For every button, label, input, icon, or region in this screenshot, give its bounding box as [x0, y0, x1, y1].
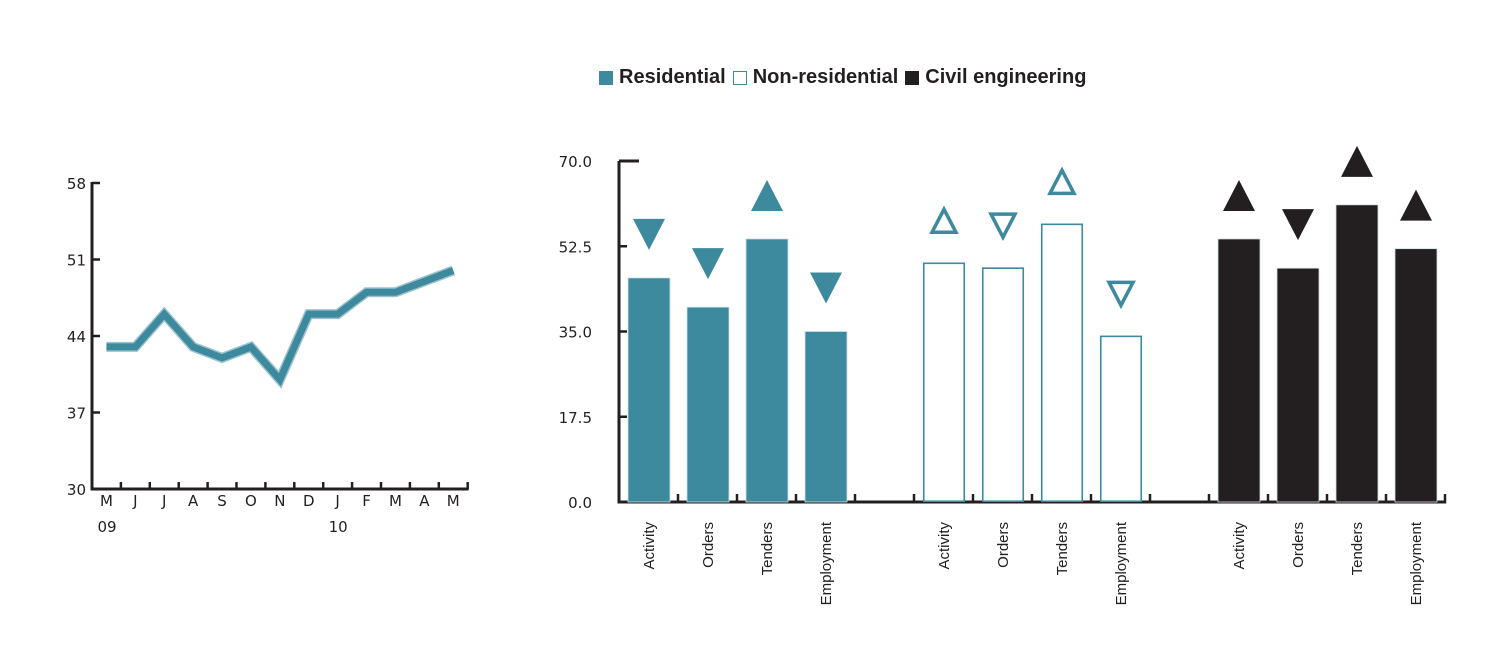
- legend-swatch: [732, 70, 747, 85]
- x-tick-label: M: [447, 492, 460, 510]
- bar: [1217, 238, 1261, 503]
- legend-swatch: [599, 70, 613, 85]
- bar: [686, 306, 730, 503]
- legend-swatch: [905, 70, 920, 85]
- legend-label: Civil engineering: [925, 66, 1087, 88]
- bar: [1335, 204, 1379, 503]
- x-tick-label: J: [161, 492, 166, 510]
- x-tick-label: F: [362, 492, 371, 510]
- trend-down-icon: [1106, 280, 1136, 310]
- category-label: Activity: [936, 522, 953, 570]
- legend: Residential Non-residential Civil engineer…: [599, 66, 1093, 89]
- legend-item-residential: Residential: [599, 66, 726, 89]
- trend-down-icon: [1282, 209, 1314, 241]
- y-tick-label: 70.0: [559, 153, 592, 171]
- category-label: Employment: [1408, 521, 1425, 605]
- y-tick-label: 37: [67, 405, 86, 423]
- bar: [745, 238, 789, 503]
- year-label: 09: [97, 518, 116, 536]
- y-tick-label: 58: [67, 175, 86, 193]
- x-tick-label: J: [132, 492, 137, 510]
- y-tick-label: 44: [67, 328, 86, 346]
- x-tick-label: J: [334, 492, 339, 510]
- x-tick-label: O: [245, 492, 257, 510]
- y-tick-label: 52.5: [559, 238, 592, 256]
- bar: [627, 277, 671, 503]
- y-tick-label: 17.5: [559, 409, 592, 427]
- x-tick-label: M: [389, 492, 402, 510]
- trend-up-icon: [751, 179, 783, 211]
- bar: [804, 331, 848, 503]
- category-label: Tenders: [759, 522, 776, 575]
- legend-label: Residential: [619, 66, 726, 88]
- legend-item-non-residential: Non-residential: [732, 66, 899, 89]
- trend-down-icon: [633, 218, 665, 250]
- category-label: Employment: [818, 521, 835, 605]
- trend-down-icon: [692, 248, 724, 280]
- trend-up-icon: [1400, 189, 1432, 221]
- category-label: Tenders: [1349, 522, 1366, 575]
- bar: [981, 267, 1025, 503]
- x-tick-label: A: [188, 492, 199, 510]
- category-label: Orders: [995, 522, 1012, 568]
- x-tick-label: M: [100, 492, 113, 510]
- trend-up-icon: [1047, 166, 1077, 196]
- bar: [1394, 248, 1438, 503]
- bar: [922, 262, 966, 503]
- category-label: Orders: [1290, 522, 1307, 568]
- trend-up-icon: [929, 205, 959, 235]
- category-label: Activity: [641, 522, 658, 570]
- legend-item-civil-engineering: Civil engineering: [905, 66, 1086, 89]
- x-tick-label: D: [303, 492, 315, 510]
- bar-chart: 0.0 17.5 35.0 52.5 70.0 Activity Orders Tenders…: [559, 145, 1447, 605]
- trend-down-icon: [988, 212, 1018, 241]
- y-tick-label: 30: [67, 481, 86, 499]
- bar: [1276, 267, 1320, 503]
- category-label: Employment: [1113, 521, 1130, 605]
- y-tick-label: 0.0: [568, 494, 592, 512]
- series-civil-engineering: Activity Orders Tenders Employment: [1217, 145, 1438, 605]
- legend-label: Non-residential: [752, 66, 899, 88]
- category-label: Tenders: [1054, 522, 1071, 575]
- series-line: [106, 267, 455, 387]
- trend-down-icon: [810, 272, 842, 304]
- category-label: Activity: [1231, 522, 1248, 570]
- trend-up-icon: [1341, 145, 1373, 177]
- x-tick-label: N: [274, 492, 285, 510]
- trend-up-icon: [1223, 179, 1255, 211]
- series-non-residential: Activity Orders Tenders Employment: [922, 166, 1143, 605]
- year-label: 10: [329, 518, 348, 536]
- bar: [1099, 335, 1143, 503]
- y-tick-label: 51: [67, 252, 86, 270]
- series-residential: Activity Orders Tenders Employment: [627, 179, 848, 605]
- x-tick-label: A: [419, 492, 430, 510]
- category-label: Orders: [700, 522, 717, 568]
- x-tick-label: S: [217, 492, 227, 510]
- y-tick-label: 35.0: [559, 324, 592, 342]
- bar: [1040, 223, 1084, 503]
